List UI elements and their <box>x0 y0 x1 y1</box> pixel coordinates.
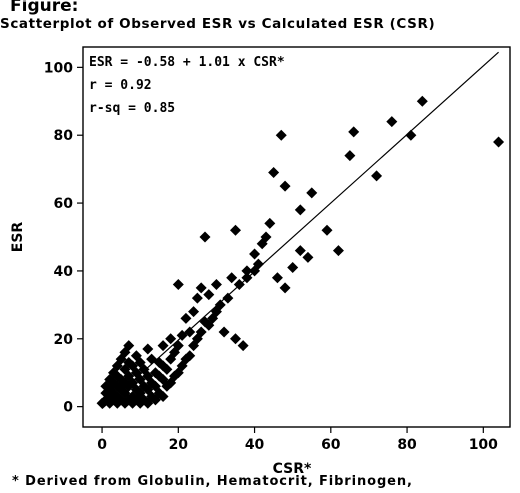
stat-r: r = 0.92 <box>89 78 152 93</box>
y-tick-label: 0 <box>63 400 73 416</box>
data-point <box>161 363 173 375</box>
x-tick-label: 40 <box>245 437 265 453</box>
x-axis-label: CSR* <box>273 461 312 477</box>
data-point <box>405 129 417 141</box>
y-tick-label: 40 <box>54 264 74 280</box>
data-point <box>249 248 261 260</box>
x-tick-label: 60 <box>321 437 341 453</box>
data-point <box>191 292 203 304</box>
data-point <box>226 272 238 284</box>
data-point <box>264 217 276 229</box>
data-point <box>268 167 280 179</box>
footnote: * Derived from Globulin, Hematocrit, Fib… <box>12 474 413 489</box>
y-axis: 0 20 40 60 80 100 <box>44 60 83 416</box>
data-point <box>123 340 135 352</box>
data-point <box>230 333 241 345</box>
data-point <box>294 245 306 257</box>
data-point <box>416 95 428 107</box>
data-point <box>180 312 192 324</box>
data-point <box>184 350 196 362</box>
stat-rsq: r-sq = 0.85 <box>89 101 175 116</box>
y-axis-label: ESR <box>10 222 26 253</box>
data-point <box>184 326 196 338</box>
stat-equation: ESR = -0.58 + 1.01 x CSR* <box>89 55 285 70</box>
data-point <box>271 272 283 284</box>
data-point <box>210 279 222 290</box>
data-point <box>203 289 215 301</box>
figure-label: Figure: <box>10 0 79 16</box>
data-point <box>302 251 314 263</box>
data-point <box>287 262 299 274</box>
data-point <box>241 265 253 277</box>
data-point <box>275 129 287 141</box>
data-points <box>96 95 505 409</box>
data-point <box>306 187 318 199</box>
data-point <box>222 292 234 304</box>
data-point <box>260 231 272 243</box>
x-tick-label: 0 <box>97 437 107 453</box>
data-point <box>279 180 291 192</box>
data-point <box>195 282 207 294</box>
data-point <box>348 126 360 138</box>
data-point <box>199 231 211 243</box>
data-point <box>142 343 154 355</box>
regression-line <box>101 51 499 410</box>
data-point <box>195 326 207 338</box>
data-point <box>371 170 383 182</box>
y-tick-label: 100 <box>44 60 73 76</box>
data-point <box>157 340 169 352</box>
data-point <box>176 329 188 341</box>
y-tick-label: 60 <box>54 196 74 212</box>
data-point <box>157 390 169 402</box>
data-point <box>218 326 230 338</box>
data-point <box>237 340 249 352</box>
x-tick-label: 100 <box>469 437 498 453</box>
data-point <box>386 116 398 128</box>
data-point <box>188 306 200 318</box>
chart-title: Scatterplot of Observed ESR vs Calculate… <box>0 16 436 32</box>
y-tick-label: 80 <box>54 128 74 144</box>
x-axis: 0 20 40 60 80 100 <box>97 427 498 453</box>
y-tick-label: 20 <box>54 332 74 348</box>
data-point <box>214 299 226 311</box>
data-point <box>165 333 177 345</box>
data-point <box>279 282 291 294</box>
x-tick-label: 80 <box>397 437 417 453</box>
data-point <box>294 204 306 216</box>
plot-frame <box>82 46 511 428</box>
x-tick-label: 20 <box>169 437 189 453</box>
data-point <box>230 224 241 236</box>
data-point <box>252 258 264 270</box>
data-point <box>321 224 333 236</box>
data-point <box>172 279 184 290</box>
data-point <box>332 245 344 257</box>
data-point <box>493 136 505 148</box>
data-point <box>344 150 356 162</box>
